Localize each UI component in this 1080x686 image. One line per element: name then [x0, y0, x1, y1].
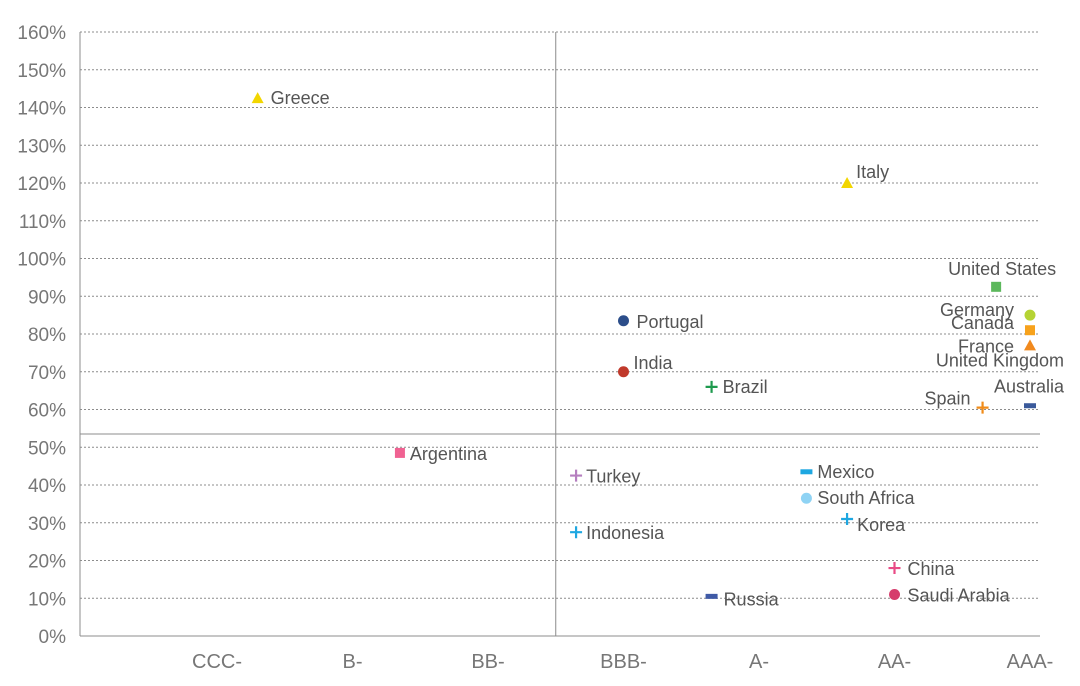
x-tick-label: CCC-	[192, 651, 242, 673]
point-marker-korea	[841, 512, 854, 525]
point-turkey: Turkey	[570, 467, 640, 487]
y-axis-tick-labels: 0% 10% 20% 30% 40% 50% 60% 70% 80% 90% 100% 110% 120…	[17, 23, 66, 648]
y-tick-label: 80%	[28, 325, 66, 346]
y-tick-label: 0%	[39, 627, 67, 648]
point-marker-greece	[251, 92, 264, 104]
point-marker-spain	[976, 401, 989, 414]
point-korea: Korea	[841, 512, 906, 535]
point-marker-argentina	[394, 447, 405, 458]
point-france: France	[958, 336, 1036, 356]
point-greece: Greece	[251, 88, 330, 108]
point-marker-france	[1024, 339, 1036, 351]
point-label-saudi-arabia: Saudi Arabia	[908, 585, 1011, 605]
y-tick-label: 110%	[19, 212, 66, 233]
point-marker-portugal	[618, 315, 629, 327]
point-label-germany: Germany	[940, 300, 1014, 320]
axes	[79, 32, 1040, 637]
point-saudi-arabia: Saudi Arabia	[889, 585, 1011, 605]
point-marker-china	[888, 562, 901, 575]
point-label-australia: Australia	[994, 377, 1065, 397]
point-germany: Germany	[940, 300, 1036, 321]
x-tick-label: AAA-	[1007, 651, 1054, 673]
y-tick-label: 50%	[28, 438, 66, 459]
point-label-china: China	[908, 559, 956, 579]
point-india: India	[618, 353, 674, 378]
point-marker-mexico	[800, 469, 813, 475]
y-tick-label: 60%	[28, 401, 66, 422]
y-tick-label: 130%	[17, 136, 66, 157]
point-label-argentina: Argentina	[410, 444, 488, 464]
x-axis-tick-labels: CCC- B- BB- BBB- A- AA- AAA-	[192, 651, 1053, 673]
y-tick-label: 100%	[17, 250, 66, 271]
point-italy: Italy	[841, 162, 889, 188]
y-tick-label: 140%	[17, 99, 66, 120]
y-tick-label: 160%	[17, 23, 66, 44]
point-marker-russia	[705, 593, 718, 599]
y-tick-label: 70%	[28, 363, 66, 384]
point-marker-turkey	[570, 469, 583, 482]
point-marker-brazil	[705, 380, 718, 393]
point-label-indonesia: Indonesia	[586, 523, 665, 543]
point-label-united-states: United States	[948, 259, 1056, 279]
point-china: China	[888, 559, 956, 579]
point-united-states: United States	[948, 259, 1056, 292]
point-indonesia: Indonesia	[570, 523, 665, 543]
y-tick-label: 40%	[28, 476, 66, 497]
y-tick-label: 10%	[28, 589, 66, 610]
y-tick-label: 120%	[17, 174, 66, 195]
point-russia: Russia	[705, 589, 780, 609]
point-marker-italy	[841, 177, 854, 188]
point-argentina: Argentina	[394, 444, 488, 464]
point-label-mexico: Mexico	[817, 462, 874, 482]
point-label-france: France	[958, 336, 1014, 356]
point-brazil: Brazil	[705, 377, 768, 397]
point-label-russia: Russia	[724, 589, 780, 609]
point-marker-germany	[1024, 309, 1036, 321]
point-australia: Australia	[994, 377, 1065, 409]
point-label-india: India	[634, 353, 674, 373]
point-label-portugal: Portugal	[637, 312, 704, 332]
point-label-turkey: Turkey	[586, 467, 640, 487]
gridlines	[80, 31, 1040, 599]
y-tick-label: 30%	[28, 514, 66, 535]
point-label-korea: Korea	[857, 515, 906, 535]
point-marker-south-africa	[800, 492, 812, 504]
point-label-south-africa: South Africa	[817, 488, 915, 508]
point-south-africa: South Africa	[800, 488, 915, 508]
point-canada: Canada	[951, 313, 1035, 336]
point-label-united-kingdom: United Kingdom	[936, 350, 1064, 370]
point-portugal: Portugal	[618, 312, 704, 332]
point-marker-canada	[1025, 325, 1035, 336]
y-tick-label: 90%	[28, 287, 66, 308]
point-marker-indonesia	[570, 526, 583, 539]
point-marker-australia	[1024, 403, 1036, 409]
point-label-italy: Italy	[856, 162, 889, 182]
point-label-greece: Greece	[271, 88, 330, 108]
point-label-brazil: Brazil	[723, 377, 768, 397]
y-tick-label: 150%	[17, 61, 66, 82]
x-tick-label: BBB-	[600, 651, 647, 673]
point-marker-saudi-arabia	[889, 588, 900, 600]
x-tick-label: AA-	[878, 651, 911, 673]
y-tick-label: 20%	[28, 552, 66, 573]
point-spain: Spain	[925, 389, 989, 414]
point-mexico: Mexico	[800, 462, 874, 482]
point-label-spain: Spain	[925, 389, 971, 409]
x-tick-label: BB-	[471, 651, 504, 673]
x-tick-label: B-	[343, 651, 363, 673]
point-united-kingdom: United Kingdom	[936, 350, 1064, 370]
point-marker-india	[618, 366, 629, 378]
x-tick-label: A-	[749, 651, 769, 673]
point-marker-united-states	[991, 281, 1002, 292]
point-label-canada: Canada	[951, 313, 1015, 333]
